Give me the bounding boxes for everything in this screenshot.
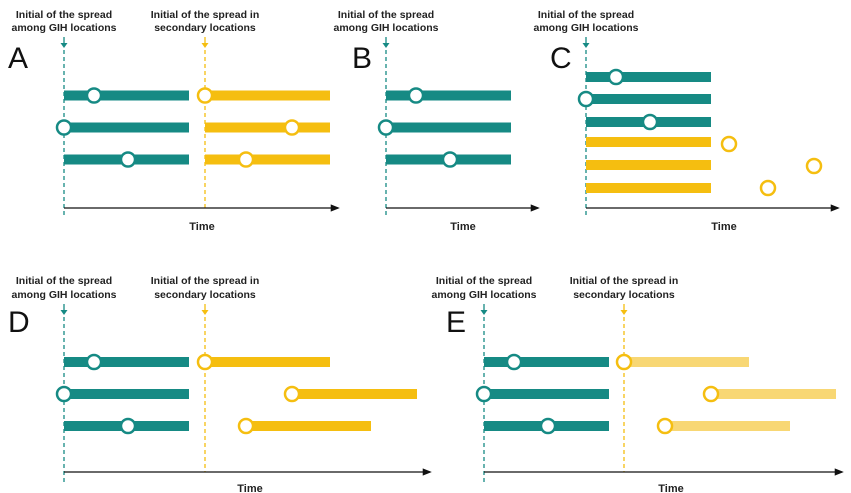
- panel-a-teal-bar-2: [64, 122, 189, 133]
- panel-d-teal-bar-1: [64, 357, 189, 367]
- panel-e-secondary-label-line2: secondary locations: [573, 289, 675, 301]
- panel-a-teal-bar-1: [64, 90, 189, 101]
- panel-e-teal-point-3: [539, 417, 557, 435]
- panel-e-teal-point-2: [475, 385, 493, 403]
- panel-a-time-label: Time: [189, 221, 214, 233]
- panel-b-gih-label-line1: Initial of the spread: [338, 9, 434, 21]
- panel-d-teal-bar-2: [64, 389, 189, 399]
- panel-a-teal-point-1: [85, 87, 103, 104]
- panel-c-teal-bar-2: [586, 94, 711, 104]
- panel-a-gold-point-2: [283, 119, 301, 136]
- panel-d-gih-marker: [60, 304, 68, 482]
- panel-d-letter: D: [8, 306, 30, 339]
- panel-e-gold-bar-3: [665, 421, 790, 431]
- panel-b-teal-point-1: [407, 87, 425, 104]
- panel-e-gold-point-2: [702, 385, 720, 403]
- panel-b-teal-point-3: [441, 151, 459, 168]
- panel-d-gold-bar-1: [205, 357, 330, 367]
- panel-c-gold-bar-1: [586, 137, 711, 147]
- panel-c-time-label: Time: [711, 221, 736, 233]
- panel-a: A Initial of the spread among GIH locati…: [8, 9, 340, 233]
- panel-c: C Initial of the spread among GIH locati…: [533, 9, 840, 233]
- panel-a-gold-bar-1: [205, 90, 330, 101]
- panel-c-gold-bar-2: [586, 160, 711, 170]
- panel-a-gold-bar-3: [205, 154, 330, 165]
- panel-c-teal-point-3: [641, 113, 659, 131]
- panel-a-gih-label-line1: Initial of the spread: [16, 9, 112, 21]
- panel-c-gih-label-line2: among GIH locations: [533, 22, 638, 34]
- panel-a-letter: A: [8, 42, 28, 75]
- panel-d-time-label: Time: [237, 483, 262, 493]
- panel-d-gold-bar-3: [246, 421, 371, 431]
- panel-d-teal-point-2: [55, 385, 73, 403]
- panel-a-gold-bar-2: [205, 122, 330, 133]
- panel-e: E Initial of the spread among GIH locati…: [431, 275, 844, 493]
- panel-e-teal-bar-1: [484, 357, 609, 367]
- panel-d-teal-point-1: [85, 353, 103, 371]
- panel-c-gold-bar-3: [586, 183, 711, 193]
- panel-b-teal-bar-2: [386, 122, 511, 133]
- panel-b: B Initial of the spread among GIH locati…: [333, 9, 540, 233]
- panel-c-teal-point-1: [607, 68, 625, 86]
- panel-d-gold-point-3: [237, 417, 255, 435]
- panel-e-gih-marker: [480, 304, 488, 482]
- panel-c-gold-point-1: [720, 135, 738, 153]
- panel-d-secondary-label-line2: secondary locations: [154, 289, 256, 301]
- panel-e-secondary-marker: [620, 304, 628, 472]
- panel-d-gold-point-2: [283, 385, 301, 403]
- panel-e-gold-point-1: [615, 353, 633, 371]
- panel-d-secondary-marker: [201, 304, 209, 472]
- panel-e-letter: E: [446, 306, 466, 339]
- panel-b-teal-point-2: [377, 119, 395, 136]
- panel-b-gih-label-line2: among GIH locations: [333, 22, 438, 34]
- panel-b-letter: B: [352, 42, 372, 75]
- panel-c-teal-bar-1: [586, 72, 711, 82]
- panel-e-gold-bar-2: [711, 389, 836, 399]
- panel-e-gold-point-3: [656, 417, 674, 435]
- panel-c-letter: C: [550, 42, 572, 75]
- panel-a-secondary-label-line2: secondary locations: [154, 22, 256, 34]
- panel-a-teal-point-3: [119, 151, 137, 168]
- panel-b-teal-bar-1: [386, 90, 511, 101]
- panel-d-gold-point-1: [196, 353, 214, 371]
- panel-d-gih-label-line2: among GIH locations: [11, 289, 116, 301]
- panel-e-teal-bar-2: [484, 389, 609, 399]
- panel-a-gold-point-3: [237, 151, 255, 168]
- panel-d-teal-point-3: [119, 417, 137, 435]
- panel-a-teal-point-2: [55, 119, 73, 136]
- panel-e-secondary-label-line1: Initial of the spread in: [570, 275, 679, 287]
- panel-c-teal-point-2: [577, 90, 595, 108]
- panel-e-gold-bar-1: [624, 357, 749, 367]
- panel-c-gold-point-2: [805, 157, 823, 175]
- panel-e-gih-label-line2: among GIH locations: [431, 289, 536, 301]
- panel-d-gih-label-line1: Initial of the spread: [16, 275, 112, 287]
- panel-a-gih-label-line2: among GIH locations: [11, 22, 116, 34]
- panel-a-gold-point-1: [196, 87, 214, 104]
- panel-a-secondary-label-line1: Initial of the spread in: [151, 9, 260, 21]
- panel-e-time-label: Time: [658, 483, 683, 493]
- panel-d-gold-bar-2: [292, 389, 417, 399]
- panel-c-gold-point-3: [759, 179, 777, 197]
- panel-d: D Initial of the spread among GIH locati…: [8, 275, 432, 493]
- panel-e-teal-point-1: [505, 353, 523, 371]
- panel-d-secondary-label-line1: Initial of the spread in: [151, 275, 260, 287]
- panel-e-gih-label-line1: Initial of the spread: [436, 275, 532, 287]
- panel-b-time-label: Time: [450, 221, 475, 233]
- panel-c-gih-label-line1: Initial of the spread: [538, 9, 634, 21]
